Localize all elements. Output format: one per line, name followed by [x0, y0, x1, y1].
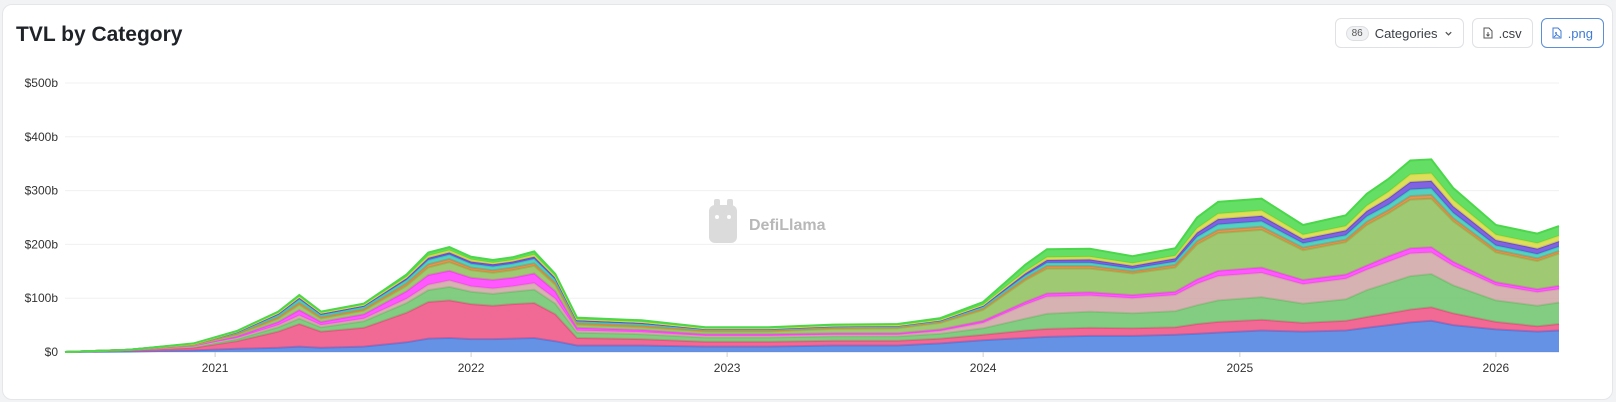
y-tick-label: $400b — [25, 130, 59, 144]
image-file-icon — [1552, 27, 1562, 39]
x-tick-label: 2021 — [202, 361, 229, 375]
tvl-area-chart: $0 $100b $200b $300b $400b $500b 2021 2022 2023… — [25, 76, 1560, 375]
x-tick-label: 2022 — [458, 361, 485, 375]
llama-logo-icon — [709, 199, 737, 243]
series-area-2 — [65, 274, 1559, 352]
series-line-10 — [64, 158, 1560, 353]
page-title: TVL by Category — [16, 23, 183, 46]
y-tick-label: $500b — [25, 76, 59, 90]
x-tick-label: 2023 — [714, 361, 741, 375]
y-tick-label: $100b — [25, 291, 59, 305]
y-tick-label: $300b — [25, 184, 59, 198]
categories-dropdown[interactable]: 86 Categories — [1334, 18, 1464, 48]
download-csv-button[interactable]: .csv — [1471, 18, 1533, 48]
chart-toolbar: 86 Categories .csv .png — [1334, 18, 1604, 48]
chevron-down-icon — [1444, 31, 1452, 36]
chart-card: TVL by Category 86 Categories .csv .png — [2, 4, 1613, 400]
stacked-areas — [64, 158, 1560, 353]
series-area-0 — [65, 320, 1559, 352]
png-label: .png — [1567, 25, 1593, 41]
watermark-text: DefiLlama — [749, 217, 826, 234]
y-tick-label: $200b — [25, 237, 59, 251]
watermark: DefiLlama — [709, 199, 826, 243]
categories-label: Categories — [1374, 25, 1438, 41]
x-tick-label: 2025 — [1227, 361, 1254, 375]
csv-label: .csv — [1498, 25, 1522, 41]
y-axis-ticks: $0 $100b $200b $300b $400b $500b — [25, 76, 59, 359]
x-tick-label: 2026 — [1483, 361, 1510, 375]
download-png-button[interactable]: .png — [1540, 18, 1604, 48]
series-area-1 — [65, 300, 1559, 352]
series-area-3 — [65, 252, 1559, 352]
x-tick-label: 2024 — [970, 361, 997, 375]
file-download-icon — [1483, 27, 1493, 39]
series-area-5 — [65, 198, 1559, 352]
y-tick-label: $0 — [45, 345, 59, 359]
x-axis-ticks: 2021 2022 2023 2024 2025 2026 — [202, 352, 1510, 375]
categories-count-badge: 86 — [1345, 25, 1369, 41]
